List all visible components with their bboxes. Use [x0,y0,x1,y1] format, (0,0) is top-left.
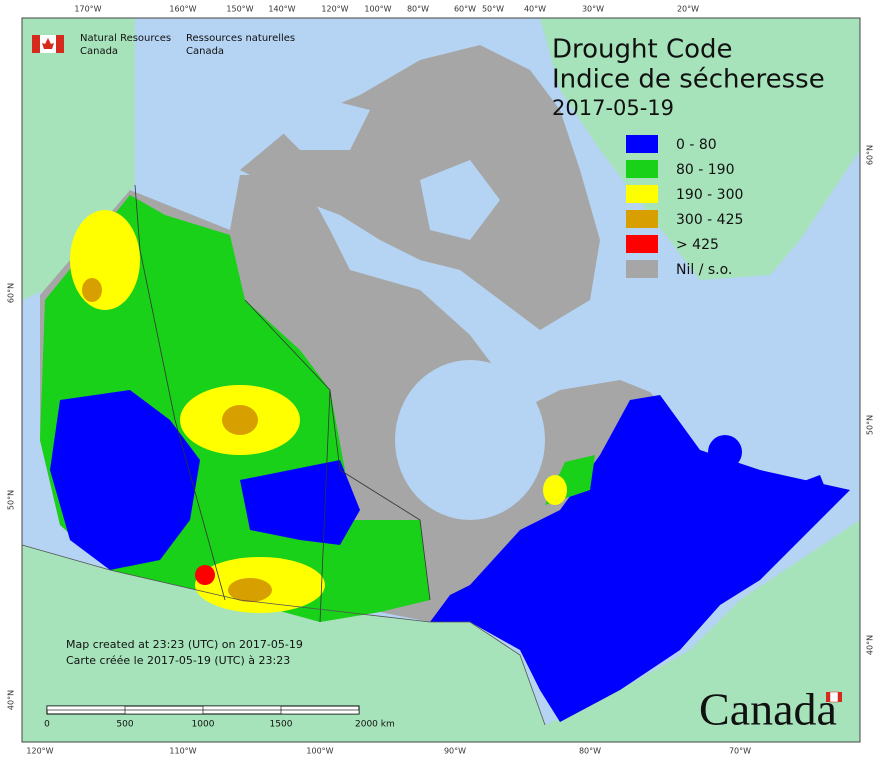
scale-seg [280,709,360,715]
wordmark-flag [838,692,842,702]
class-0-80 [50,390,200,570]
map-frame [21,17,861,743]
legend-swatch [626,210,658,228]
legend-swatch [626,260,658,278]
legend-label: 190 - 300 [676,187,743,203]
lon-label: 120°W [321,5,348,14]
legend-label: 80 - 190 [676,162,735,178]
scale-seg [202,705,282,711]
lon-label: 100°W [306,747,333,756]
united-states [22,520,860,742]
lon-label: 110°W [169,747,196,756]
lon-label: 60°W [454,5,476,14]
class-0-80 [708,435,742,469]
legend-label: > 425 [676,237,719,253]
scale-label: 1000 [192,720,215,730]
class-190-300 [543,475,567,505]
scale-seg [124,709,204,715]
legend-swatch [626,185,658,203]
lat-label: 50°N [7,490,16,510]
lon-label: 80°W [579,747,601,756]
lat-label: 40°N [866,635,875,655]
lon-label: 150°W [226,5,253,14]
lon-label: 140°W [268,5,295,14]
org-en: Canada [80,46,118,57]
lat-label: 50°N [866,415,875,435]
title-date: 2017-05-19 [552,96,674,120]
lat-label: 40°N [7,690,16,710]
alaska [22,18,135,300]
lon-label: 120°W [26,747,53,756]
lat-label: 60°N [866,145,875,165]
class-300-425 [222,405,258,435]
country-border [21,544,546,726]
title-en: Drought Code [552,35,733,65]
province-borders [134,184,431,623]
class-0-80 [780,475,830,525]
legend-swatch [626,235,658,253]
scale-label: 500 [116,720,133,730]
scale-label: 1500 [270,720,293,730]
class-300-425 [228,578,272,602]
class-190-300 [70,210,140,310]
legend-swatch [626,135,658,153]
lon-label: 100°W [364,5,391,14]
lon-label: 160°W [169,5,196,14]
hudson-bay [395,360,545,520]
wordmark: Canada [699,684,837,735]
scale-seg [46,705,126,711]
org-en: Natural Resources [80,33,171,44]
greenland [540,18,860,280]
title-fr: Indice de sécheresse [552,65,825,95]
arctic-channel [420,160,500,240]
wordmark-flag [826,692,830,702]
scale-label: 0 [44,720,50,730]
lon-label: 40°W [524,5,546,14]
note: Carte créée le 2017-05-19 (UTC) à 23:23 [66,654,290,667]
org-fr: Canada [186,46,224,57]
legend-label: Nil / s.o. [676,262,732,278]
note: Map created at 23:23 (UTC) on 2017-05-19 [66,638,303,651]
lon-label: 30°W [582,5,604,14]
legend-label: 300 - 425 [676,212,743,228]
class-300-425 [82,278,102,302]
legend-swatch [626,160,658,178]
flag-bar [32,35,40,53]
arctic-channel [280,100,370,150]
lon-label: 90°W [444,747,466,756]
class-0-80 [430,395,850,722]
lon-label: 170°W [74,5,101,14]
wordmark-flag [829,691,839,703]
legend-label: 0 - 80 [676,137,717,153]
flag [32,35,64,53]
class-0-80 [240,460,360,545]
lon-label: 80°W [407,5,429,14]
lat-label: 60°N [7,283,16,303]
lon-label: 50°W [482,5,504,14]
class-gt-425 [195,565,215,585]
flag-bar [56,35,64,53]
lon-label: 20°W [677,5,699,14]
org-fr: Ressources naturelles [186,33,295,44]
maple-leaf [42,38,54,49]
lon-label: 70°W [729,747,751,756]
scale-label: 2000 km [355,720,395,730]
scale-bar [46,705,360,715]
